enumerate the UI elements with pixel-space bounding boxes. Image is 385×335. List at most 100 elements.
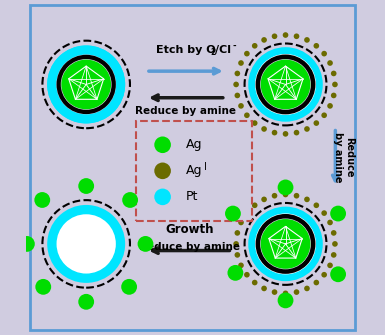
Circle shape (248, 207, 323, 281)
Circle shape (261, 126, 267, 132)
Circle shape (330, 206, 346, 221)
Circle shape (313, 280, 319, 285)
Circle shape (78, 294, 94, 310)
Circle shape (233, 241, 239, 247)
Circle shape (61, 60, 111, 109)
Circle shape (283, 290, 288, 296)
Circle shape (252, 43, 258, 49)
Circle shape (244, 272, 250, 277)
Circle shape (154, 162, 171, 179)
Circle shape (330, 266, 346, 282)
Circle shape (137, 236, 153, 252)
Circle shape (121, 279, 137, 295)
Circle shape (238, 263, 244, 268)
Polygon shape (268, 66, 303, 99)
Circle shape (260, 59, 311, 110)
Circle shape (283, 192, 288, 197)
Circle shape (47, 46, 125, 123)
Circle shape (321, 272, 327, 277)
Circle shape (331, 252, 336, 258)
Circle shape (256, 55, 315, 114)
Circle shape (154, 136, 171, 153)
Circle shape (256, 214, 315, 274)
Circle shape (283, 32, 288, 38)
Circle shape (238, 220, 244, 225)
Circle shape (122, 192, 138, 208)
Circle shape (78, 178, 94, 194)
Circle shape (154, 189, 171, 205)
Circle shape (238, 103, 244, 109)
Circle shape (238, 60, 244, 66)
Circle shape (234, 252, 240, 258)
Circle shape (56, 54, 117, 115)
Circle shape (244, 51, 250, 57)
Circle shape (294, 34, 300, 39)
Circle shape (294, 193, 300, 199)
Circle shape (34, 192, 50, 208)
Circle shape (272, 193, 277, 199)
Polygon shape (269, 226, 302, 258)
Circle shape (244, 210, 250, 216)
Circle shape (57, 55, 116, 114)
Text: 2: 2 (211, 48, 216, 57)
Circle shape (234, 92, 240, 98)
Circle shape (244, 113, 250, 118)
Text: Etch by O: Etch by O (156, 45, 216, 55)
Circle shape (331, 92, 336, 98)
Circle shape (321, 210, 327, 216)
Circle shape (272, 130, 277, 135)
Circle shape (278, 292, 293, 308)
Text: Reduce
by amine: Reduce by amine (333, 132, 355, 183)
Text: /Cl: /Cl (215, 45, 231, 55)
Circle shape (57, 214, 116, 274)
Circle shape (261, 197, 267, 202)
Text: Ag: Ag (186, 138, 203, 151)
Circle shape (252, 202, 258, 208)
Circle shape (313, 43, 319, 49)
Circle shape (261, 37, 267, 43)
Text: Reduce by amine: Reduce by amine (136, 106, 236, 116)
Circle shape (321, 113, 327, 118)
Circle shape (327, 103, 333, 109)
Circle shape (304, 197, 310, 202)
Circle shape (228, 265, 243, 281)
Circle shape (327, 220, 333, 225)
Text: Ag: Ag (186, 164, 203, 177)
Circle shape (260, 218, 311, 269)
Circle shape (327, 60, 333, 66)
Circle shape (283, 131, 288, 137)
Circle shape (272, 289, 277, 295)
Circle shape (332, 82, 338, 87)
Circle shape (331, 71, 336, 76)
Circle shape (261, 60, 310, 109)
Circle shape (304, 286, 310, 291)
Circle shape (61, 59, 112, 110)
Circle shape (47, 46, 125, 123)
Circle shape (294, 289, 300, 295)
Circle shape (225, 206, 241, 221)
Circle shape (313, 120, 319, 126)
Circle shape (234, 71, 240, 76)
Text: Pt: Pt (186, 190, 198, 203)
Text: Reduce by amine: Reduce by amine (139, 242, 240, 252)
Circle shape (278, 180, 293, 195)
Circle shape (313, 202, 319, 208)
Circle shape (261, 219, 310, 269)
Circle shape (272, 34, 277, 39)
Circle shape (304, 37, 310, 43)
Circle shape (47, 205, 125, 283)
Circle shape (327, 263, 333, 268)
Circle shape (294, 130, 300, 135)
Circle shape (35, 279, 51, 295)
Circle shape (255, 54, 316, 115)
Circle shape (332, 241, 338, 247)
Circle shape (252, 280, 258, 285)
Polygon shape (69, 66, 104, 99)
Circle shape (19, 236, 35, 252)
Circle shape (233, 82, 239, 87)
Circle shape (234, 230, 240, 236)
Text: I: I (204, 162, 207, 172)
Circle shape (321, 51, 327, 57)
FancyBboxPatch shape (136, 121, 252, 221)
Text: Growth: Growth (165, 222, 213, 236)
